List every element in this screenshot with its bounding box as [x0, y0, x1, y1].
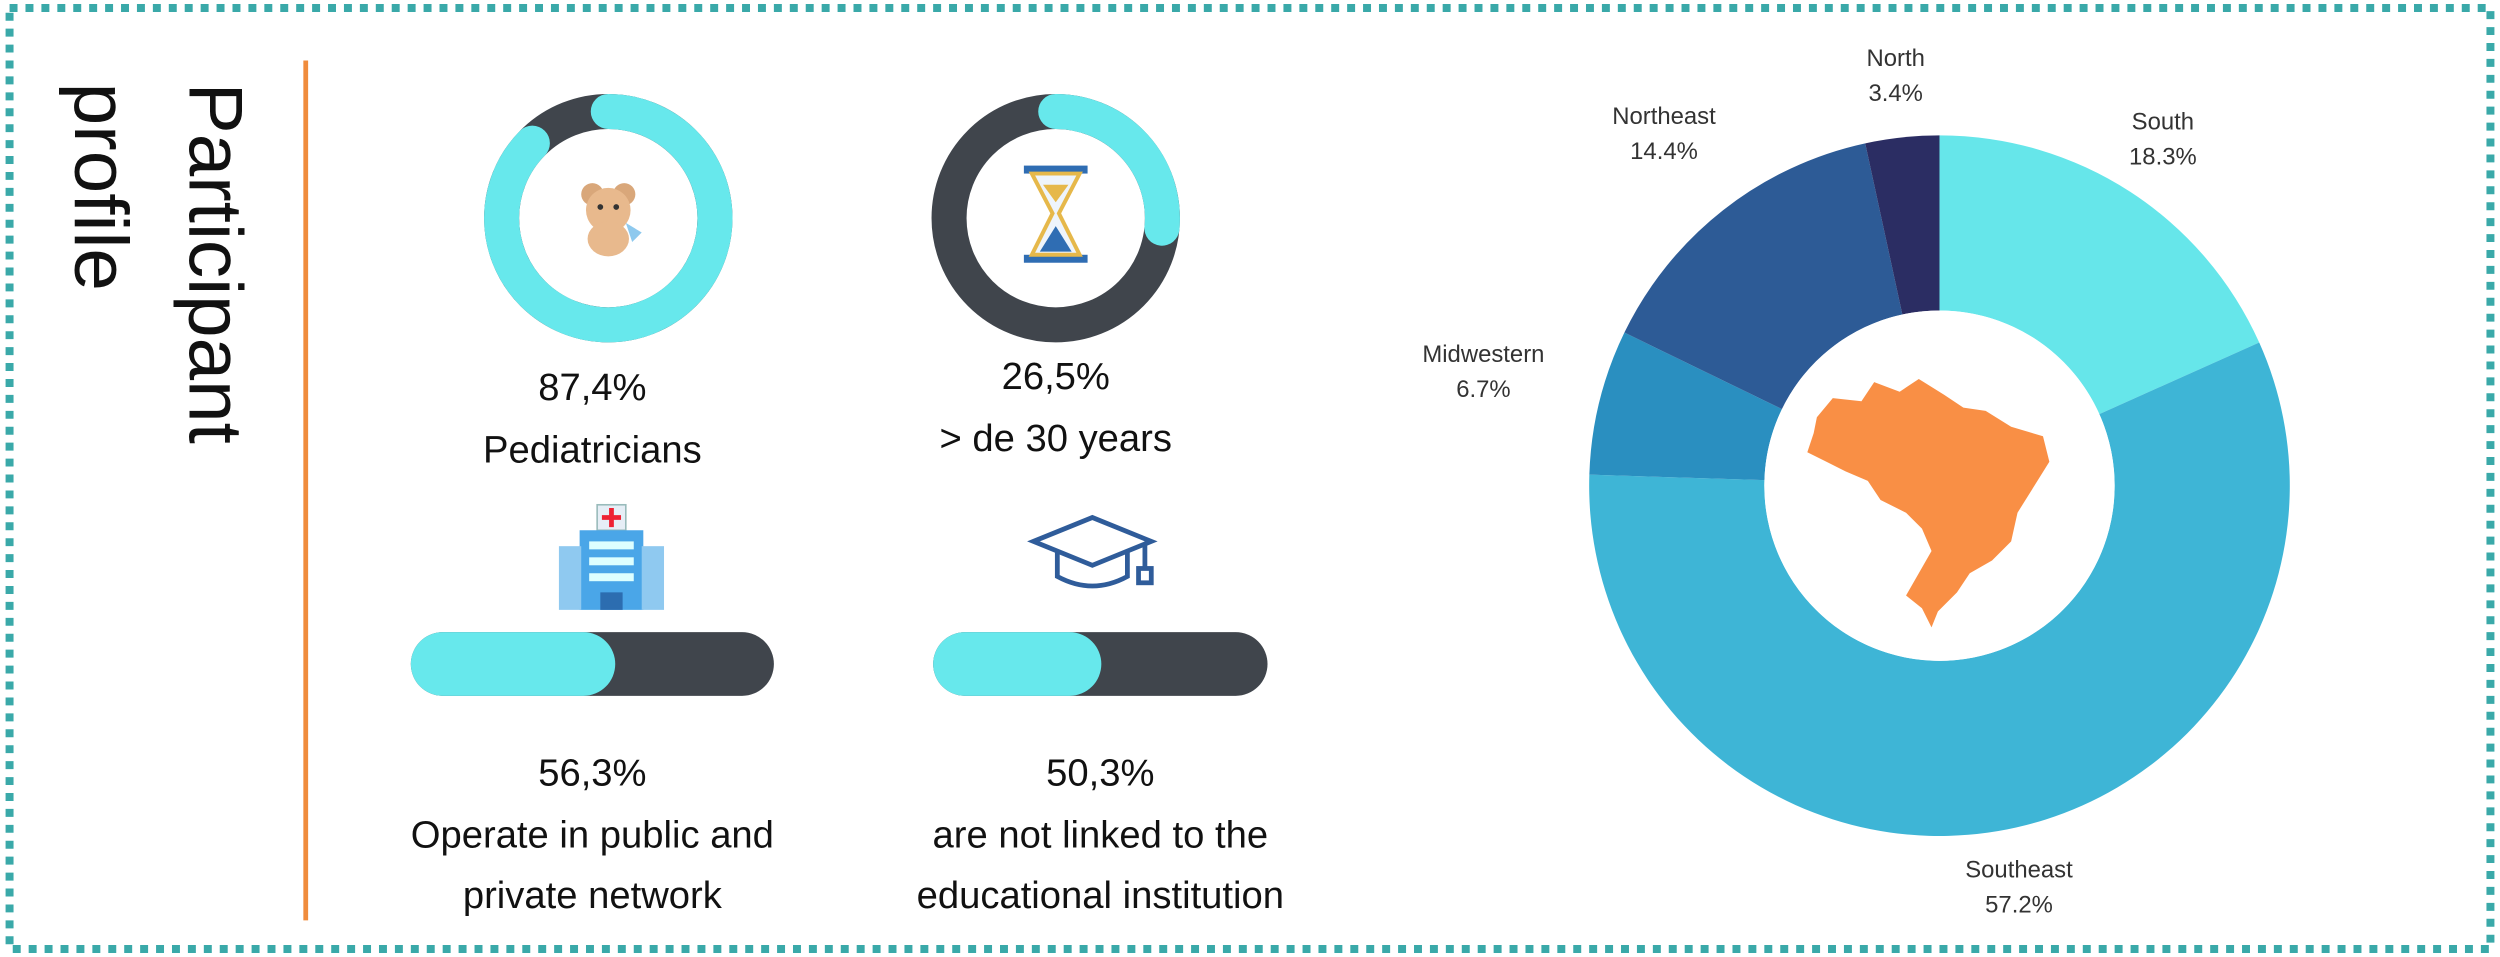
title-line: Participant [172, 83, 257, 444]
graduation-icon [1027, 514, 1158, 589]
segment-name: Northeast [1612, 103, 1716, 130]
value-label: 26,5% [1002, 355, 1110, 398]
teddy-icon [581, 183, 642, 257]
hourglass-icon [1023, 165, 1088, 263]
caption: Operate in public and [411, 814, 774, 857]
segment-name: North [1866, 45, 1924, 72]
dotted-border [5, 3, 2495, 954]
donut-segment [1939, 135, 2260, 415]
donut-segment [1865, 135, 1940, 315]
caption: private network [463, 874, 723, 917]
caption: are not linked to the [933, 814, 1269, 857]
donut-segment [1624, 143, 1903, 410]
caption: > de 30 years [939, 417, 1172, 460]
progress-bar [933, 632, 1102, 696]
brazil-map [1807, 378, 2050, 628]
segment-name: Midwestern [1422, 341, 1544, 368]
caption: educational institution [917, 874, 1284, 917]
value-label: 50,3% [1046, 752, 1154, 795]
segment-value: 57.2% [1985, 892, 2053, 919]
title-line: profile [58, 83, 143, 291]
ring-arc [1038, 93, 1180, 246]
segment-value: 14.4% [1630, 138, 1698, 165]
donut-segment [1589, 332, 1782, 481]
hospital-icon [558, 503, 665, 610]
value-label: 87,4% [538, 366, 646, 409]
segment-value: 18.3% [2129, 144, 2197, 171]
donut-segment [1589, 342, 2290, 836]
segment-name: South [2132, 109, 2194, 136]
segment-value: 6.7% [1456, 376, 1510, 403]
segment-value: 3.4% [1868, 80, 1922, 107]
ring-arc [484, 93, 733, 343]
value-label: 56,3% [538, 752, 646, 795]
progress-bar [410, 632, 616, 696]
segment-name: Southeast [1965, 857, 2073, 884]
caption: Pediatricians [483, 428, 702, 471]
